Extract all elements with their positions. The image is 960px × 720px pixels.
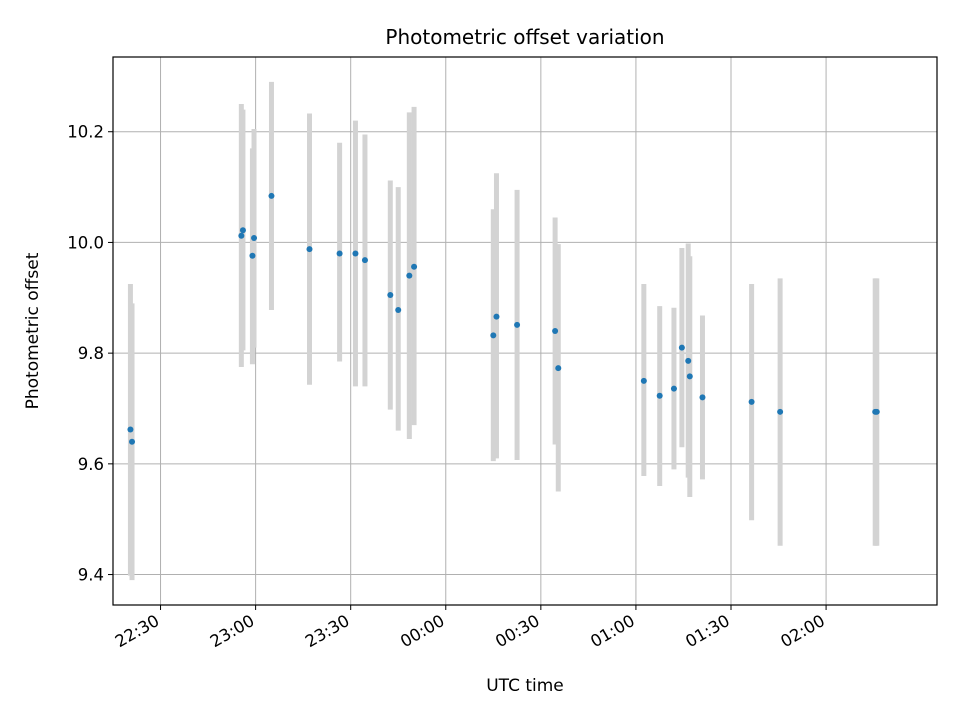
data-point: [306, 246, 313, 253]
data-point: [686, 373, 693, 380]
data-point: [411, 263, 418, 270]
data-point: [239, 227, 246, 234]
chart-title: Photometric offset variation: [385, 25, 664, 49]
data-point: [268, 192, 275, 199]
data-point: [127, 426, 134, 433]
data-point: [678, 344, 685, 351]
y-tick-label: 10.0: [67, 233, 104, 252]
data-point: [406, 272, 413, 279]
x-axis-label: UTC time: [486, 676, 564, 696]
data-point: [361, 257, 368, 264]
data-point: [395, 306, 402, 313]
y-axis-label: Photometric offset: [23, 252, 43, 409]
data-point: [387, 292, 394, 299]
axis-ticks: 22:30 23:00 23:30 00:00 00:30 01:00 01:30 02:00…: [67, 123, 828, 652]
data-point: [552, 328, 559, 334]
data-point: [129, 438, 136, 445]
data-point: [748, 398, 755, 405]
data-point: [493, 313, 500, 320]
data-point: [490, 332, 497, 339]
data-point: [777, 408, 784, 415]
data-point: [685, 357, 692, 364]
data-point: [670, 385, 677, 392]
data-point: [699, 394, 706, 401]
data-point: [656, 392, 663, 399]
data-point: [249, 252, 256, 259]
data-point: [251, 235, 258, 242]
data-points: [127, 192, 880, 445]
data-point: [640, 377, 647, 384]
y-tick-label: 9.8: [78, 344, 104, 363]
data-point: [352, 250, 359, 257]
plot-frame: [112, 56, 938, 606]
data-point: [873, 408, 880, 415]
data-point: [555, 365, 562, 372]
data-point: [238, 232, 245, 239]
y-tick-label: 10.2: [67, 123, 104, 142]
y-tick-label: 9.4: [78, 566, 104, 585]
y-tick-label: 9.6: [78, 455, 104, 474]
data-point: [514, 321, 521, 328]
data-point: [336, 250, 343, 257]
